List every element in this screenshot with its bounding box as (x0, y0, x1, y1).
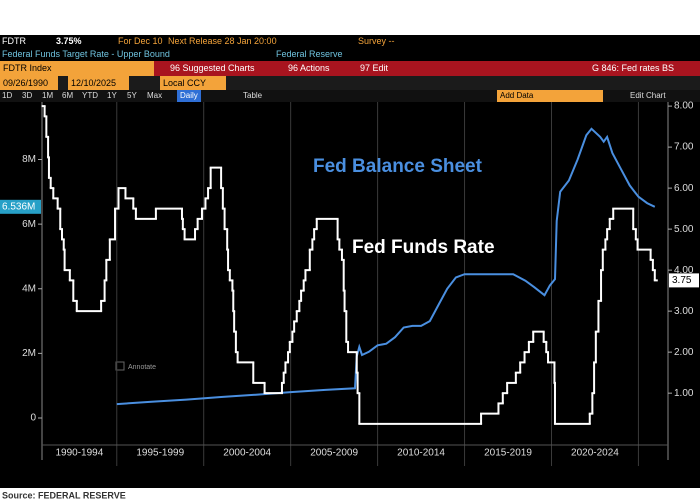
x-tick-label: 2000-2004 (223, 448, 271, 459)
y2-tick-label: 6.00 (674, 183, 694, 194)
range-bar: 09/26/1990 12/10/2025 Local CCY (0, 76, 700, 90)
annotate-label[interactable]: Annotate (128, 364, 156, 371)
frequency[interactable]: Daily (177, 90, 201, 102)
currency[interactable]: Local CCY (160, 76, 226, 90)
y-tick-label: 2M (22, 348, 36, 359)
y-tick-label: 6M (22, 219, 36, 230)
x-tick-label: 2015-2019 (484, 448, 532, 459)
period-button[interactable]: Max (147, 91, 163, 100)
source-note: Source: FEDERAL RESERVE (2, 490, 126, 500)
last-value-tag (669, 273, 699, 288)
period-button[interactable]: 1M (42, 91, 54, 100)
x-tick-label: 1995-1999 (136, 448, 184, 459)
annotate-checkbox[interactable] (115, 361, 125, 371)
period-button[interactable]: YTD (82, 91, 98, 100)
y-tick-label: 8M (22, 154, 36, 165)
y-tick-label: 0 (30, 413, 36, 424)
period-button[interactable]: 1Y (107, 91, 117, 100)
period-button[interactable]: 5Y (127, 91, 137, 100)
security-header: FDTR 3.75% For Dec 10 Next Release 28 Ja… (0, 35, 700, 48)
y2-tick-label: 4.00 (674, 265, 694, 276)
x-tick-label: 2010-2014 (397, 448, 445, 459)
add-data[interactable]: Add Data (497, 90, 603, 102)
security-field[interactable]: FDTR Index (0, 61, 154, 76)
table-button[interactable]: Table (243, 91, 263, 100)
menu-suggested-charts[interactable]: 96 Suggested Charts (170, 63, 255, 73)
y2-tick-label: 2.00 (674, 347, 694, 358)
end-date[interactable]: 12/10/2025 (68, 76, 129, 90)
series-label: Fed Funds Rate (352, 237, 495, 258)
last-value-label: 3.75 (672, 275, 692, 286)
period-bar: 1D 3D 1M 6M YTD 1Y 5Y Max Daily Table Add Data … (0, 90, 700, 102)
last-value-label: 6.536M (2, 201, 35, 212)
next-release: Next Release 28 Jan 20:00 (168, 36, 277, 46)
menu-edit[interactable]: 97 Edit (360, 63, 389, 73)
y2-tick-label: 5.00 (674, 224, 694, 235)
period-button[interactable]: 6M (62, 91, 74, 100)
edit-chart[interactable]: Edit Chart (630, 91, 666, 100)
menu-actions[interactable]: 96 Actions (288, 63, 330, 73)
y2-tick-label: 3.00 (674, 306, 694, 317)
x-tick-label: 2005-2009 (310, 448, 358, 459)
y2-tick-label: 8.00 (674, 101, 694, 112)
y2-tick-label: 7.00 (674, 142, 694, 153)
start-date[interactable]: 09/26/1990 (0, 76, 58, 90)
y-tick-label: 4M (22, 283, 36, 294)
ticker: FDTR (2, 36, 26, 46)
description-row: Federal Funds Target Rate - Upper Bound … (0, 48, 700, 61)
last-value-tag (0, 199, 41, 214)
for-date: For Dec 10 (118, 36, 163, 46)
menu-bar: FDTR Index 96 Suggested Charts 96 Action… (0, 61, 700, 76)
x-tick-label: 1990-1994 (55, 448, 103, 459)
period-button[interactable]: 1D (2, 91, 13, 100)
survey: Survey -- (358, 36, 395, 46)
source-name: Federal Reserve (276, 49, 343, 59)
x-tick-label: 2020-2024 (571, 448, 619, 459)
description: Federal Funds Target Rate - Upper Bound (2, 49, 170, 59)
period-button[interactable]: 3D (22, 91, 33, 100)
y2-tick-label: 1.00 (674, 388, 694, 399)
series-label: Fed Balance Sheet (313, 156, 483, 177)
last-value: 3.75% (56, 36, 82, 46)
chart-name[interactable]: G 846: Fed rates BS (592, 63, 675, 73)
